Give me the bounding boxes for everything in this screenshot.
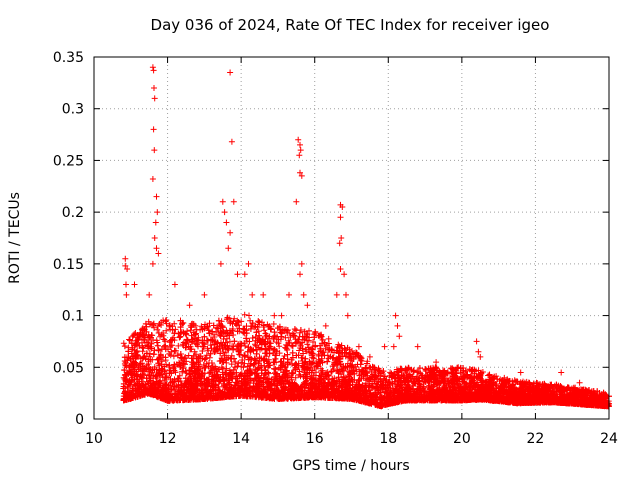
data-point	[158, 319, 165, 326]
data-point	[207, 342, 214, 349]
chart-title: Day 036 of 2024, Rate Of TEC Index for r…	[150, 16, 550, 34]
data-point	[211, 334, 218, 340]
data-point	[176, 372, 183, 379]
data-point	[282, 334, 289, 341]
data-point	[177, 382, 184, 389]
data-point	[198, 323, 205, 330]
data-point	[172, 326, 179, 333]
data-point	[312, 330, 319, 336]
data-point	[355, 378, 362, 385]
data-point	[317, 348, 324, 355]
data-point	[167, 352, 174, 359]
data-point	[158, 358, 165, 365]
data-points	[120, 64, 612, 410]
data-point	[154, 326, 161, 333]
data-point	[245, 356, 252, 363]
data-point	[216, 378, 223, 385]
data-point	[324, 352, 331, 359]
data-point	[170, 353, 177, 360]
data-point	[287, 334, 294, 341]
data-point	[157, 333, 164, 340]
data-point	[232, 359, 239, 365]
data-point	[235, 360, 242, 367]
data-point	[163, 327, 170, 334]
data-point	[228, 361, 235, 368]
data-point	[175, 342, 182, 349]
data-point	[238, 318, 245, 325]
data-point	[270, 321, 277, 327]
data-point	[308, 375, 315, 382]
data-point	[139, 360, 145, 367]
data-point	[144, 350, 151, 357]
data-point	[203, 352, 210, 359]
grid-lines	[94, 57, 609, 419]
data-point	[120, 340, 127, 347]
data-point	[297, 373, 304, 380]
data-point	[145, 356, 152, 363]
